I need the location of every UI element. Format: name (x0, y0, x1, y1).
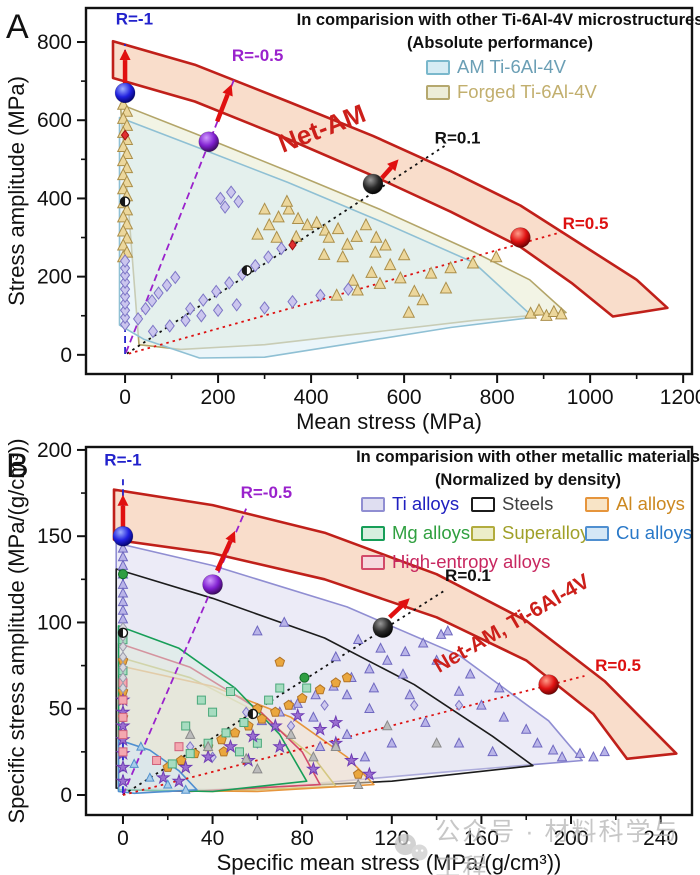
red-arrow (215, 93, 230, 123)
legend-swatch (471, 497, 495, 512)
x-tick-label: 160 (464, 827, 499, 850)
y-tick-label: 100 (37, 611, 72, 634)
x-tick-label: 0 (117, 827, 129, 850)
sphere-red (510, 227, 531, 248)
legend-label: Mg alloys (392, 522, 470, 543)
y-tick-label: 600 (37, 109, 72, 132)
sphere-blue (112, 525, 134, 547)
plot-border (84, 6, 694, 376)
x-tick-label: 240 (643, 827, 678, 850)
r-label: R=0.1 (435, 129, 481, 148)
legend-label: AM Ti-6Al-4V (457, 56, 567, 77)
legend-swatch (361, 526, 385, 541)
net-am-band (111, 39, 669, 318)
x-axis-label: Specific mean stress (MPa/(g/cm³)) (217, 850, 562, 875)
panel-letter: B (6, 447, 29, 485)
x-tick-label: 600 (387, 386, 422, 409)
r-label: R=-1 (104, 450, 141, 469)
sphere-blue (114, 82, 136, 104)
red-arrow (380, 166, 393, 180)
legend-title: (Normalized by density) (435, 471, 621, 489)
y-tick-label: 400 (37, 187, 72, 210)
r-label: R=-1 (116, 9, 153, 28)
plot-border (84, 445, 694, 817)
panel-letter: A (6, 8, 29, 46)
y-axis-label: Stress amplitude (MPa) (4, 76, 29, 306)
legend-label: Ti alloys (392, 493, 459, 514)
legend-label: Superalloys (502, 522, 599, 543)
y-tick-label: 800 (37, 31, 72, 54)
legend-swatch (585, 526, 609, 541)
net-am-band (112, 488, 678, 761)
sphere-purple (202, 574, 223, 595)
sphere-black (372, 617, 394, 638)
x-tick-label: 400 (294, 386, 329, 409)
legend-swatch (361, 555, 385, 570)
x-tick-label: 120 (374, 827, 409, 850)
legend-swatch (426, 60, 450, 75)
legend-swatch (585, 497, 609, 512)
r-line (128, 230, 565, 355)
r-line (122, 590, 444, 796)
r-label: R=0.1 (445, 566, 491, 585)
x-axis-label: Mean stress (MPa) (296, 409, 482, 434)
legend-swatch (361, 497, 385, 512)
legend-swatch (471, 526, 495, 541)
r-line (122, 675, 585, 796)
r-label: R=0.5 (563, 214, 609, 233)
legend-swatch (426, 85, 450, 100)
x-tick-label: 200 (554, 827, 589, 850)
legend-title: In comparision with other metallic mater… (356, 448, 700, 466)
legend-label: Steels (502, 493, 553, 514)
r-line (126, 144, 446, 355)
r-label: R=-0.5 (241, 483, 293, 502)
y-tick-label: 200 (37, 266, 72, 289)
red-arrow (215, 540, 233, 572)
legend-label: High-entropy alloys (392, 551, 550, 572)
y-tick-label: 0 (60, 784, 72, 807)
legend-title: In comparision with other Ti-6Al-4V micr… (297, 11, 700, 29)
r-label: R=0.5 (595, 656, 641, 675)
sphere-black (362, 173, 384, 195)
legend-label: Al alloys (616, 493, 685, 514)
x-tick-label: 80 (291, 827, 314, 850)
x-tick-label: 200 (201, 386, 236, 409)
sphere-purple (198, 131, 220, 153)
y-tick-label: 200 (37, 439, 72, 462)
legend-label: Cu alloys (616, 522, 692, 543)
x-tick-label: 800 (480, 386, 515, 409)
x-tick-label: 1000 (567, 386, 614, 409)
r-label: R=-0.5 (232, 46, 284, 65)
x-tick-label: 40 (201, 827, 224, 850)
y-tick-label: 150 (37, 525, 72, 548)
legend-label: Forged Ti-6Al-4V (457, 81, 597, 102)
x-tick-label: 0 (119, 386, 131, 409)
y-axis-label: Specific stress amplitude (MPa/(g/cm³)) (4, 438, 29, 823)
legend-title: (Absolute performance) (407, 34, 593, 52)
red-arrow (388, 604, 404, 619)
y-tick-label: 50 (49, 698, 72, 721)
sphere-red (538, 674, 559, 695)
y-tick-label: 0 (60, 344, 72, 367)
